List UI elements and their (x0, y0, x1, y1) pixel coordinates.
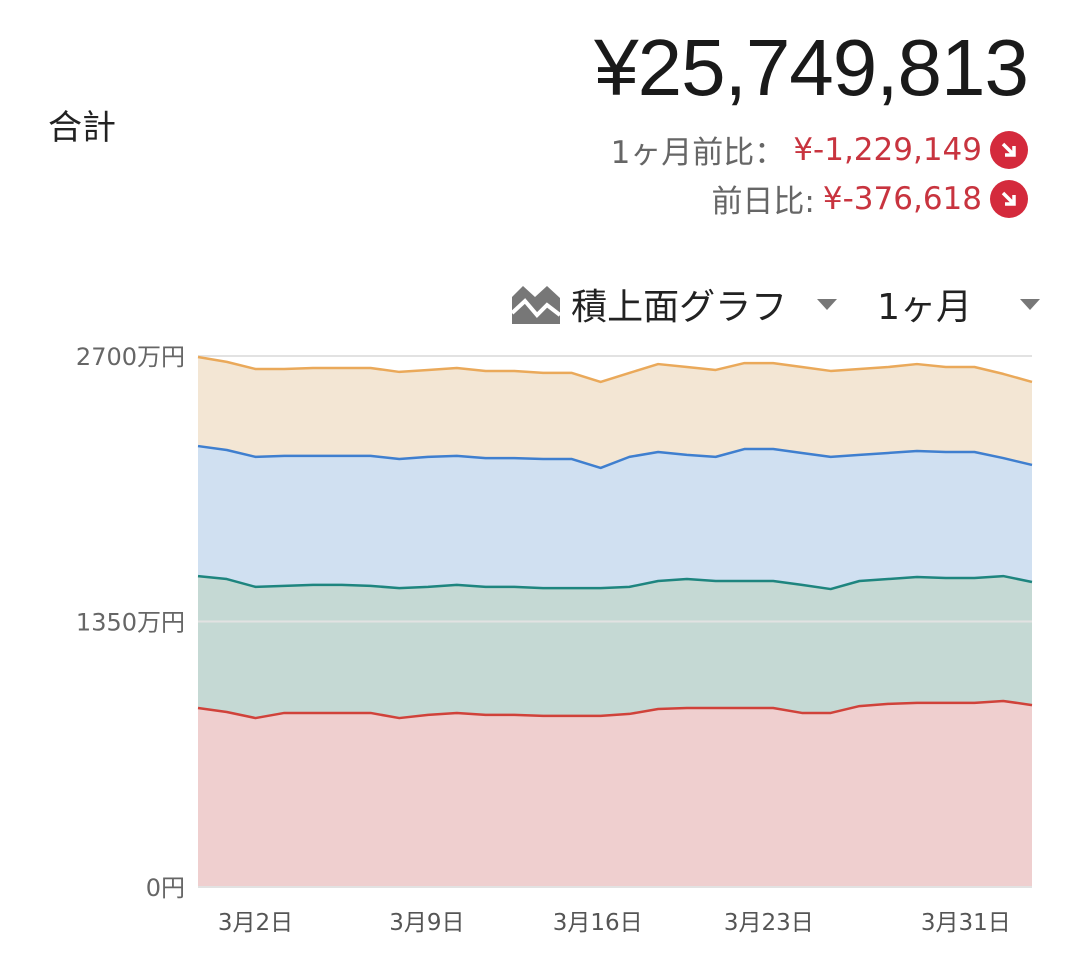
chart-type-dropdown[interactable]: 積上面グラフ (511, 278, 838, 330)
series-teal-area (198, 576, 1032, 719)
month-compare: 1ヶ月前比： ¥-1,229,149 (611, 127, 1028, 172)
day-compare: 前日比: ¥-376,618 (711, 176, 1028, 221)
x-tick-label: 3月23日 (724, 910, 814, 936)
day-compare-label: 前日比: (711, 184, 815, 220)
month-compare-label: 1ヶ月前比： (610, 135, 786, 171)
series-orange-line (197, 355, 1033, 384)
series-red-area (198, 700, 1032, 887)
series-teal-line (197, 574, 1033, 591)
series-red-line (197, 699, 1033, 720)
chevron-down-icon (817, 298, 838, 310)
series-blue-area (198, 446, 1032, 590)
total-label: 合計 (48, 108, 116, 148)
x-tick-label: 3月31日 (921, 910, 1011, 936)
chart-controls: 積上面グラフ 1ヶ月 (511, 278, 1040, 330)
series-blue-line (197, 444, 1033, 470)
chevron-down-icon (1020, 298, 1040, 310)
y-tick-label: 2700万円 (76, 343, 185, 371)
x-tick-label: 3月16日 (553, 910, 643, 936)
chart-type-label: 積上面グラフ (571, 287, 788, 328)
x-tick-label: 3月9日 (389, 910, 464, 936)
arrow-down-right-icon (990, 179, 1028, 218)
series-orange-area (198, 356, 1032, 468)
arrow-down-right-icon (990, 130, 1028, 169)
period-label: 1ヶ月 (877, 287, 972, 328)
y-tick-label: 0円 (146, 874, 185, 902)
day-compare-value: ¥-376,618 (822, 180, 982, 217)
month-compare-value: ¥-1,229,149 (793, 131, 982, 168)
area-chart-icon (511, 283, 562, 325)
total-amount: ¥25,749,813 (594, 23, 1029, 112)
y-tick-label: 1350万円 (76, 609, 185, 637)
x-tick-label: 3月2日 (218, 910, 293, 936)
period-dropdown[interactable]: 1ヶ月 (877, 278, 1040, 330)
